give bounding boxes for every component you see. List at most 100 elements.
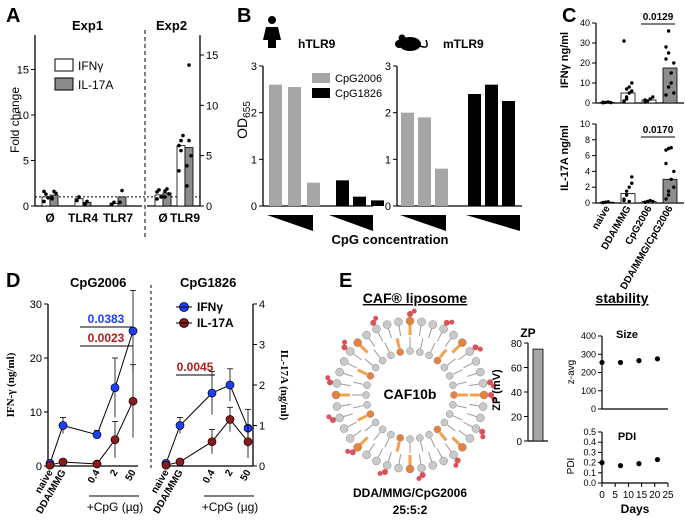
- e-zp-tick-label: 80: [511, 339, 523, 350]
- e-stab-point: [654, 356, 661, 362]
- e-stab-tick-label: 0.0: [583, 478, 596, 488]
- e-stab-point: [654, 456, 661, 463]
- d-point-il17: [92, 459, 102, 469]
- d-point-il17: [207, 437, 217, 447]
- c-tick-label: 8: [585, 135, 590, 145]
- d-left-tick-label: 30: [30, 299, 42, 311]
- c-tick-label: 4: [585, 166, 590, 176]
- a-point: [75, 198, 79, 203]
- a-point: [159, 195, 163, 199]
- lipid-head: [331, 390, 341, 400]
- e-stab-point: [636, 358, 642, 364]
- lipid-tail: [364, 358, 373, 366]
- e-stab-xtick-label: 5: [612, 490, 618, 501]
- b-bar: [418, 117, 431, 206]
- c-tick-label: 10: [580, 119, 590, 129]
- a-legend-swatch-il17: [54, 77, 74, 91]
- lipid-head: [478, 402, 488, 411]
- a-title-exp2: Exp2: [156, 18, 187, 33]
- lipid-tail: [463, 421, 473, 428]
- lipid-head: [471, 357, 481, 366]
- lipid-head: [394, 463, 403, 473]
- e-stability-title: stability: [596, 290, 649, 306]
- a-point: [179, 148, 183, 153]
- lipid-tail: [373, 349, 381, 358]
- lipid-tail: [466, 372, 477, 377]
- lipid-head: [449, 330, 458, 340]
- cpg-molecule: [480, 434, 486, 440]
- c-point: [624, 189, 629, 193]
- d-title-1826: CpG1826: [180, 275, 236, 290]
- e-zp-bar: [532, 348, 544, 442]
- a-left-tick-label: 10: [17, 110, 29, 122]
- d-left-tick-label: 10: [30, 407, 42, 419]
- e-stab-tick-label: 0.5: [583, 427, 596, 437]
- e-stab-xtick-label: 15: [636, 490, 648, 501]
- d-right-tick-label: 3: [259, 340, 265, 352]
- c-point: [666, 29, 671, 33]
- b-bar: [307, 182, 320, 206]
- e-pdi-title: PDI: [618, 431, 636, 443]
- a-title-exp1: Exp1: [72, 18, 103, 33]
- cpg-molecule: [472, 344, 479, 351]
- a-x-label: Ø: [158, 211, 167, 225]
- d-point-ifng: [128, 326, 138, 336]
- lipid-tail: [420, 441, 424, 452]
- b-bar: [353, 196, 366, 206]
- a-point: [163, 189, 167, 193]
- panel-label-e: E: [339, 270, 352, 292]
- b-tick-label: 2: [385, 108, 391, 120]
- lipid-head: [353, 338, 362, 347]
- cpg-molecule: [453, 462, 459, 468]
- lipid-head: [425, 430, 433, 439]
- b-concentration-wedge: [329, 215, 373, 231]
- d-ylabel-left: IFN-γ (ng/ml): [5, 352, 17, 417]
- a-point: [42, 189, 46, 194]
- c-point: [672, 169, 676, 174]
- e-size-title: Size: [616, 329, 638, 341]
- lipid-head: [440, 418, 449, 427]
- cpg-molecule: [491, 396, 497, 402]
- lipid-head: [366, 410, 375, 418]
- d-point-ifng: [225, 380, 235, 390]
- cpg-molecule: [411, 308, 417, 314]
- b-legend-swatch-1826: [312, 88, 330, 98]
- lipid-tail: [444, 443, 452, 452]
- lipid-head: [339, 357, 349, 366]
- lipid-head: [394, 317, 403, 327]
- a-point: [77, 195, 81, 199]
- c-point: [624, 87, 629, 91]
- a-point: [120, 188, 124, 193]
- lipid-tail: [436, 332, 443, 342]
- cpg-molecule: [419, 472, 426, 479]
- lipid-head: [440, 363, 449, 372]
- e-zp-ylabel: ZP (mV): [491, 369, 503, 411]
- c-point: [630, 81, 634, 85]
- c-point: [622, 39, 626, 43]
- c-point: [630, 175, 634, 179]
- lipid-tail: [364, 424, 373, 432]
- c-point: [645, 99, 650, 103]
- lipid-tail: [436, 448, 443, 458]
- lipid-tail: [453, 415, 463, 421]
- c-tick-label: 2: [585, 182, 590, 192]
- a-bar: [162, 192, 172, 207]
- c-point: [669, 81, 673, 85]
- lipid-tail: [377, 332, 384, 342]
- lipid-head: [382, 320, 392, 329]
- c-tick-label: 0: [585, 98, 590, 108]
- lipid-head: [465, 347, 475, 356]
- b-bar: [288, 87, 301, 206]
- d-x-label: 2: [108, 468, 121, 479]
- panel-b: hTLR9 mTLR9 OD655 0 1 2 3 0 1 2 3 CpG concentra…: [234, 16, 522, 247]
- c-point: [666, 51, 671, 55]
- c-point: [666, 146, 671, 151]
- lipid-tail: [373, 432, 381, 441]
- e-zp-tick-label: 40: [511, 388, 523, 399]
- b-xlabel: CpG concentration: [331, 232, 448, 247]
- c-point: [601, 100, 605, 104]
- e-stab-tick-label: 200: [581, 368, 596, 378]
- b-bar: [269, 84, 282, 206]
